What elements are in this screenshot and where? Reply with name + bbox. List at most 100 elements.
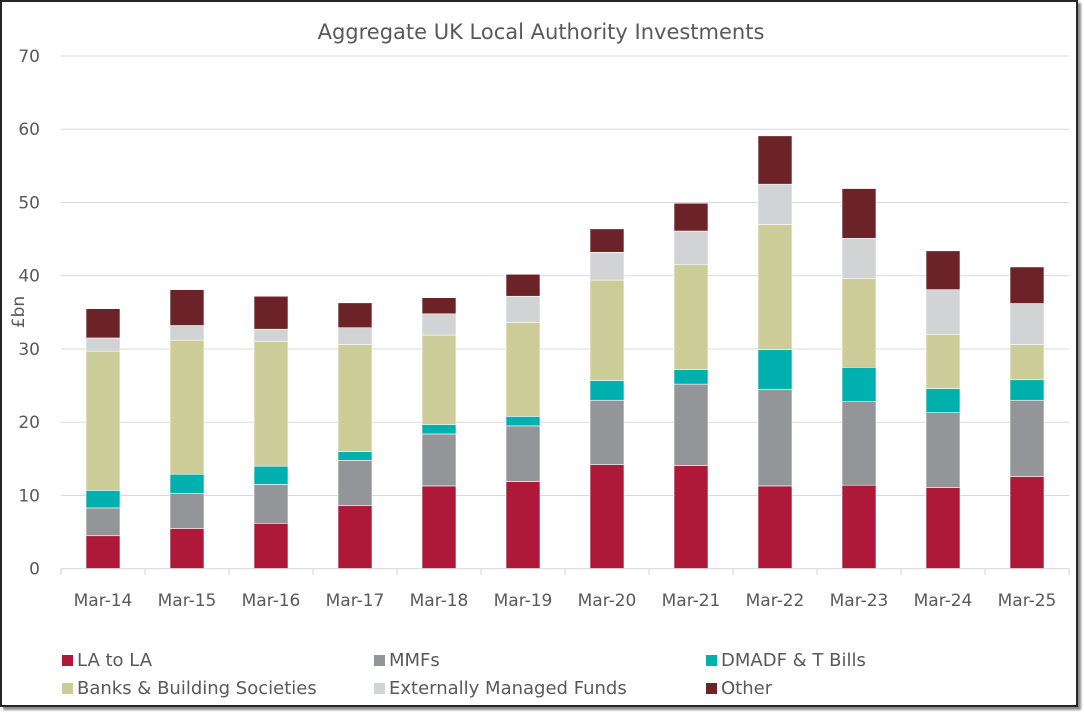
legend-swatch xyxy=(62,683,73,694)
chart-title: Aggregate UK Local Authority Investments xyxy=(318,20,765,44)
y-tick-label: 30 xyxy=(18,340,40,360)
bar-segment-banks-building-societies xyxy=(337,344,373,452)
bar-segment-externally-managed-funds xyxy=(85,337,121,352)
bar-segment-la-to-la xyxy=(757,485,793,570)
legend-item-externally-managed-funds: Externally Managed Funds xyxy=(374,678,627,699)
bar-stack-mar-19 xyxy=(505,273,541,569)
legend-label: Banks & Building Societies xyxy=(77,678,317,699)
bar-segment-la-to-la xyxy=(337,505,373,570)
bar-segment-other xyxy=(841,188,877,239)
bar-stack-mar-15 xyxy=(169,289,205,570)
bar-stack-mar-22 xyxy=(757,135,793,570)
bar-stack-mar-23 xyxy=(841,188,877,570)
x-tick-label: Mar-20 xyxy=(578,591,637,611)
y-tick-label: 10 xyxy=(18,486,40,506)
legend-label: Other xyxy=(721,678,773,699)
bar-segment-banks-building-societies xyxy=(925,334,961,389)
bar-segment-externally-managed-funds xyxy=(673,230,709,266)
legend-label: LA to LA xyxy=(77,650,153,671)
bar-segment-dmadf-t-bills xyxy=(925,388,961,413)
bar-segment-externally-managed-funds xyxy=(841,238,877,279)
bar-segment-banks-building-societies xyxy=(589,279,625,381)
bar-segment-mmfs xyxy=(505,425,541,482)
bar-segment-dmadf-t-bills xyxy=(757,349,793,390)
x-tick-label: Mar-25 xyxy=(998,591,1057,611)
bar-stack-mar-18 xyxy=(421,297,457,570)
legend-swatch xyxy=(374,683,385,694)
bar-segment-dmadf-t-bills xyxy=(421,424,457,435)
x-tick-label: Mar-16 xyxy=(242,591,301,611)
legend-label: DMADF & T Bills xyxy=(721,650,866,671)
bar-segment-other xyxy=(253,295,289,330)
y-tick-label: 50 xyxy=(18,193,40,213)
x-tick-label: Mar-22 xyxy=(746,591,805,611)
legend-item-la-to-la: LA to LA xyxy=(62,650,152,671)
bar-segment-mmfs xyxy=(253,484,289,524)
bar-segment-la-to-la xyxy=(505,481,541,569)
bar-segment-banks-building-societies xyxy=(1009,344,1045,381)
legend-swatch xyxy=(706,683,717,694)
bar-segment-other xyxy=(757,135,793,185)
bar-segment-externally-managed-funds xyxy=(169,325,205,341)
legend-swatch xyxy=(374,655,385,666)
x-tick-label: Mar-21 xyxy=(662,591,721,611)
bar-segment-banks-building-societies xyxy=(85,350,121,491)
bar-segment-mmfs xyxy=(1009,399,1045,477)
y-tick-label: 60 xyxy=(18,120,40,140)
bar-segment-mmfs xyxy=(925,412,961,488)
bar-segment-externally-managed-funds xyxy=(1009,303,1045,345)
bar-segment-banks-building-societies xyxy=(253,341,289,467)
bar-segment-mmfs xyxy=(85,507,121,537)
bar-segment-la-to-la xyxy=(673,465,709,570)
bar-segment-mmfs xyxy=(841,401,877,486)
bar-segment-la-to-la xyxy=(841,484,877,570)
bar-stack-mar-17 xyxy=(337,302,373,570)
bar-segment-other xyxy=(925,250,961,290)
bar-segment-banks-building-societies xyxy=(505,322,541,417)
bar-segment-externally-managed-funds xyxy=(337,327,373,345)
bar-segment-externally-managed-funds xyxy=(925,289,961,335)
bar-segment-dmadf-t-bills xyxy=(589,380,625,401)
legend-item-other: Other xyxy=(706,678,772,699)
bar-segment-other xyxy=(169,289,205,326)
bar-segment-dmadf-t-bills xyxy=(85,490,121,509)
legend-label: MMFs xyxy=(389,650,440,671)
bar-segment-la-to-la xyxy=(253,522,289,570)
legend-label: Externally Managed Funds xyxy=(389,678,627,699)
bar-stack-mar-14 xyxy=(85,308,121,570)
legend-item-mmfs: MMFs xyxy=(374,650,440,671)
bar-segment-la-to-la xyxy=(421,485,457,570)
bar-segment-dmadf-t-bills xyxy=(1009,379,1045,401)
y-tick-label: 0 xyxy=(29,560,40,580)
x-axis: Mar-14 Mar-15 Mar-16 Mar-17 Mar-18 Mar-19 Mar-… xyxy=(60,568,1070,611)
bar-segment-mmfs xyxy=(757,388,793,487)
bar-stack-mar-20 xyxy=(589,228,625,569)
gridlines xyxy=(61,55,1069,496)
bar-segment-other xyxy=(673,202,709,232)
bar-segment-externally-managed-funds xyxy=(589,251,625,281)
bar-segment-other xyxy=(589,228,625,253)
bar-segment-dmadf-t-bills xyxy=(253,465,289,485)
bar-segment-mmfs xyxy=(337,460,373,507)
legend-swatch xyxy=(706,655,717,666)
bar-segment-la-to-la xyxy=(85,535,121,570)
y-axis-label: £bn xyxy=(9,296,29,328)
bars xyxy=(85,135,1045,570)
x-tick-label: Mar-18 xyxy=(410,591,469,611)
bar-segment-banks-building-societies xyxy=(841,278,877,368)
bar-segment-dmadf-t-bills xyxy=(673,369,709,385)
x-tick-label: Mar-17 xyxy=(326,591,385,611)
bar-stack-mar-25 xyxy=(1009,266,1045,570)
y-tick-label: 70 xyxy=(18,47,40,67)
bar-stack-mar-24 xyxy=(925,250,961,569)
y-tick-label: 40 xyxy=(18,267,40,287)
x-tick-label: Mar-23 xyxy=(830,591,889,611)
bar-segment-externally-managed-funds xyxy=(505,295,541,323)
bar-segment-la-to-la xyxy=(1009,476,1045,570)
bar-segment-banks-building-societies xyxy=(169,339,205,475)
bar-segment-banks-building-societies xyxy=(673,264,709,370)
bar-segment-dmadf-t-bills xyxy=(841,366,877,403)
bar-segment-mmfs xyxy=(589,399,625,465)
x-tick-label: Mar-15 xyxy=(158,591,217,611)
